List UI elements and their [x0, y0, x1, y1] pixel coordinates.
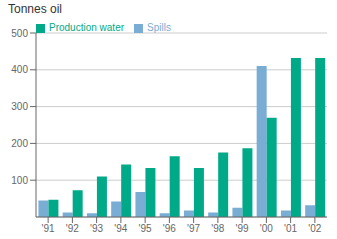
svg-text:'00: '00	[260, 223, 273, 234]
svg-text:'92: '92	[66, 223, 79, 234]
html-text:Tonnes oil: Tonnes oil	[8, 2, 62, 16]
svg-text:200: 200	[11, 138, 28, 149]
svg-text:'99: '99	[236, 223, 249, 234]
svg-text:'02: '02	[308, 223, 321, 234]
svg-text:'91: '91	[42, 223, 55, 234]
svg-text:'93: '93	[90, 223, 103, 234]
svg-text:'97: '97	[187, 223, 200, 234]
svg-text:300: 300	[11, 101, 28, 112]
svg-text:400: 400	[11, 64, 28, 75]
html-text:Spills: Spills	[147, 22, 171, 33]
html-text:Production water: Production water	[49, 22, 124, 33]
svg-text:'01: '01	[284, 223, 297, 234]
svg-text:'94: '94	[114, 223, 127, 234]
svg-text:'95: '95	[139, 223, 152, 234]
svg-text:100: 100	[11, 175, 28, 186]
svg-text:'98: '98	[211, 223, 224, 234]
svg-text:'96: '96	[163, 223, 176, 234]
svg-text:500: 500	[11, 28, 28, 39]
